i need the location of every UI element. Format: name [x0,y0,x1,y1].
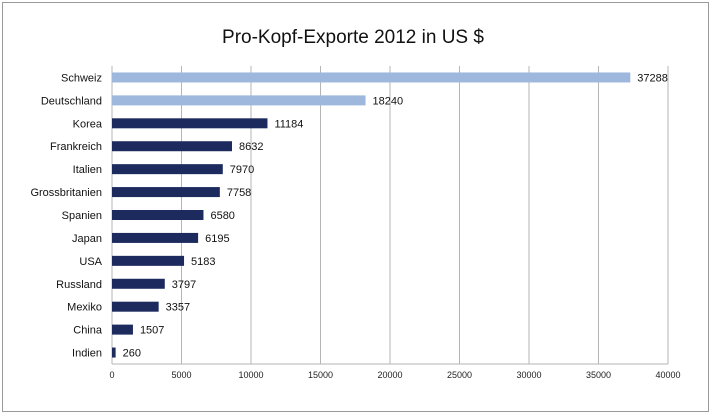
x-tick-label: 25000 [447,370,472,380]
x-tick-labels: 0 5000 10000 15000 20000 25000 30000 35000 40000 [109,370,680,380]
chart-title: Pro-Kopf-Exporte 2012 in US $ [222,27,484,48]
category-label: Italien [73,164,102,176]
value-label: 7970 [230,164,254,176]
category-label: Korea [73,118,103,130]
value-label: 5183 [191,256,215,268]
category-label: Russland [56,279,102,291]
bar-korea [112,118,268,129]
category-label: Japan [72,233,102,245]
category-label: USA [79,256,102,268]
bar-deutschland [112,95,366,106]
bar-spanien [112,210,204,220]
value-label: 7758 [227,187,251,199]
category-label: Deutschland [41,95,102,107]
value-label: 3357 [166,302,190,314]
bar-japan [112,232,199,243]
x-tick-label: 35000 [586,370,611,380]
value-label: 3797 [172,279,196,291]
bar-mexiko [112,301,159,312]
category-label: Indien [72,348,102,360]
value-label: 11184 [274,118,303,130]
x-tick-label: 30000 [516,370,541,380]
x-tick-label: 15000 [308,370,333,380]
value-label: 18240 [373,95,404,107]
value-label: 6580 [210,210,234,222]
value-label: 1507 [140,325,164,337]
value-label: 6195 [205,233,229,245]
bar-china [112,324,133,335]
category-labels: Schweiz Deutschland Korea Frankreich Italien… [30,72,102,359]
value-label: 8632 [239,141,263,153]
value-label: 260 [123,348,141,360]
x-tick-label: 10000 [238,370,263,380]
bar-schweiz [112,72,631,83]
value-label: 37288 [637,72,668,84]
x-tick-label: 5000 [171,370,191,380]
bar-grossbritanien [112,187,220,198]
x-tick-label: 20000 [377,370,402,380]
bar-russland [112,278,165,289]
category-label: Mexiko [67,302,102,314]
category-label: Schweiz [61,72,102,84]
x-tick-label: 0 [109,370,114,380]
bar-italien [112,164,223,175]
category-label: Frankreich [50,141,102,153]
category-label: China [73,325,103,337]
value-labels: 37288 18240 11184 8632 7970 7758 6580 6195 5183 3… [123,72,668,359]
category-label: Spanien [62,210,102,222]
bar-frankreich [112,141,232,152]
bar-indien [112,347,116,358]
grid-lines [111,66,669,365]
category-label: Grossbritanien [30,187,102,199]
chart-frame [2,2,709,412]
bars [112,72,631,358]
x-tick-label: 40000 [655,370,680,380]
bar-usa [112,255,185,266]
